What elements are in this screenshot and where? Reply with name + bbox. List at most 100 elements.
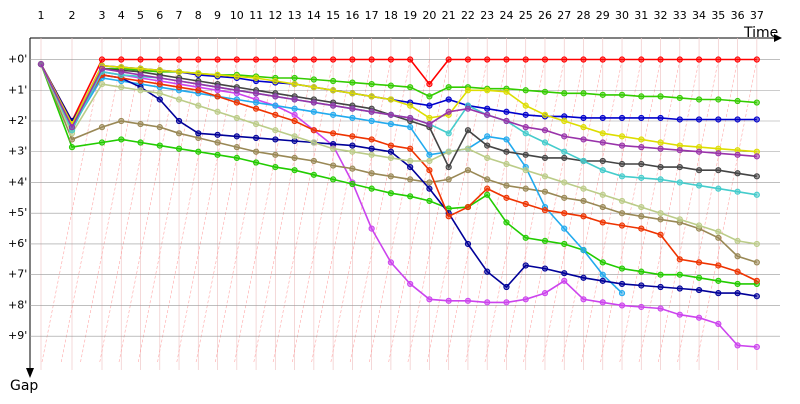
data-point <box>657 114 664 122</box>
data-point <box>561 194 568 201</box>
data-point <box>599 157 606 165</box>
lap-line <box>523 59 584 363</box>
data-point <box>599 167 606 174</box>
data-point <box>387 259 394 266</box>
data-point <box>349 79 356 86</box>
data-point <box>387 56 394 63</box>
data-point <box>407 145 414 152</box>
data-point <box>68 144 76 151</box>
data-point <box>484 87 491 94</box>
data-point <box>638 160 645 168</box>
data-point <box>233 87 240 94</box>
x-tick-label: 12 <box>268 9 282 22</box>
data-point <box>426 151 433 158</box>
x-tick-label: 23 <box>480 9 494 22</box>
data-point <box>368 145 375 152</box>
data-point <box>330 77 337 85</box>
lap-line <box>80 59 141 363</box>
data-point <box>580 56 587 63</box>
data-point <box>618 280 626 288</box>
data-point <box>233 56 240 63</box>
data-point <box>252 74 260 82</box>
data-point <box>676 311 683 318</box>
data-point <box>503 299 510 306</box>
data-point <box>618 302 626 309</box>
data-point <box>484 268 491 275</box>
data-point <box>291 81 298 88</box>
data-point <box>156 90 163 97</box>
data-point <box>310 99 317 106</box>
data-point <box>580 197 587 205</box>
data-point <box>734 342 741 349</box>
data-point <box>484 105 491 112</box>
lap-line <box>41 59 103 363</box>
data-point <box>368 170 375 177</box>
data-point <box>522 102 529 109</box>
data-point <box>657 231 664 238</box>
data-point <box>368 93 375 100</box>
data-point <box>272 136 279 143</box>
data-point <box>715 56 722 63</box>
data-point <box>753 173 760 180</box>
lap-line <box>157 59 218 363</box>
data-point <box>676 216 683 223</box>
data-point <box>252 99 260 106</box>
data-point <box>541 56 549 63</box>
x-tick-label: 6 <box>156 9 163 22</box>
data-point <box>195 148 202 155</box>
data-point <box>580 185 587 192</box>
data-point <box>676 164 683 171</box>
data-point <box>753 259 760 266</box>
lap-line <box>195 59 257 363</box>
data-point <box>503 182 510 189</box>
data-point <box>310 56 317 63</box>
data-point <box>156 56 163 63</box>
data-point <box>715 277 722 284</box>
data-point <box>695 274 703 281</box>
data-point <box>522 262 529 269</box>
y-tick-label: +2' <box>8 114 27 127</box>
data-point <box>599 271 606 278</box>
lap-line <box>696 59 758 363</box>
data-point <box>175 96 183 103</box>
data-point <box>387 82 394 89</box>
data-point <box>638 136 645 143</box>
lap-line <box>677 59 738 363</box>
y-tick-label: +1' <box>8 83 27 96</box>
lap-line <box>369 59 430 363</box>
data-point <box>195 70 202 77</box>
data-point <box>368 151 375 158</box>
data-point <box>638 174 645 181</box>
data-point <box>156 142 163 149</box>
data-point <box>753 240 760 248</box>
data-point <box>349 114 356 122</box>
data-point <box>695 148 703 155</box>
data-point <box>715 290 722 297</box>
x-tick-label: 14 <box>307 9 321 22</box>
x-tick-label: 28 <box>577 9 591 22</box>
data-point <box>522 185 529 192</box>
data-point <box>676 285 683 292</box>
data-point <box>214 151 221 158</box>
lap-line <box>215 59 276 363</box>
data-point <box>233 99 240 106</box>
data-point <box>599 299 606 306</box>
data-point <box>252 105 260 112</box>
data-point <box>387 142 394 149</box>
data-point <box>522 151 529 158</box>
data-point <box>638 203 645 211</box>
data-point <box>638 268 645 275</box>
data-point <box>175 56 183 63</box>
data-point <box>214 139 221 146</box>
data-point <box>156 124 163 131</box>
x-tick-label: 33 <box>673 9 687 22</box>
y-axis-arrow <box>26 368 34 378</box>
x-tick-label: 37 <box>750 9 764 22</box>
lap-line <box>503 59 565 363</box>
data-point <box>676 256 683 263</box>
data-point <box>503 160 510 168</box>
data-point <box>541 173 549 180</box>
lap-line <box>484 59 546 363</box>
data-point <box>618 160 626 168</box>
data-point <box>214 131 221 138</box>
